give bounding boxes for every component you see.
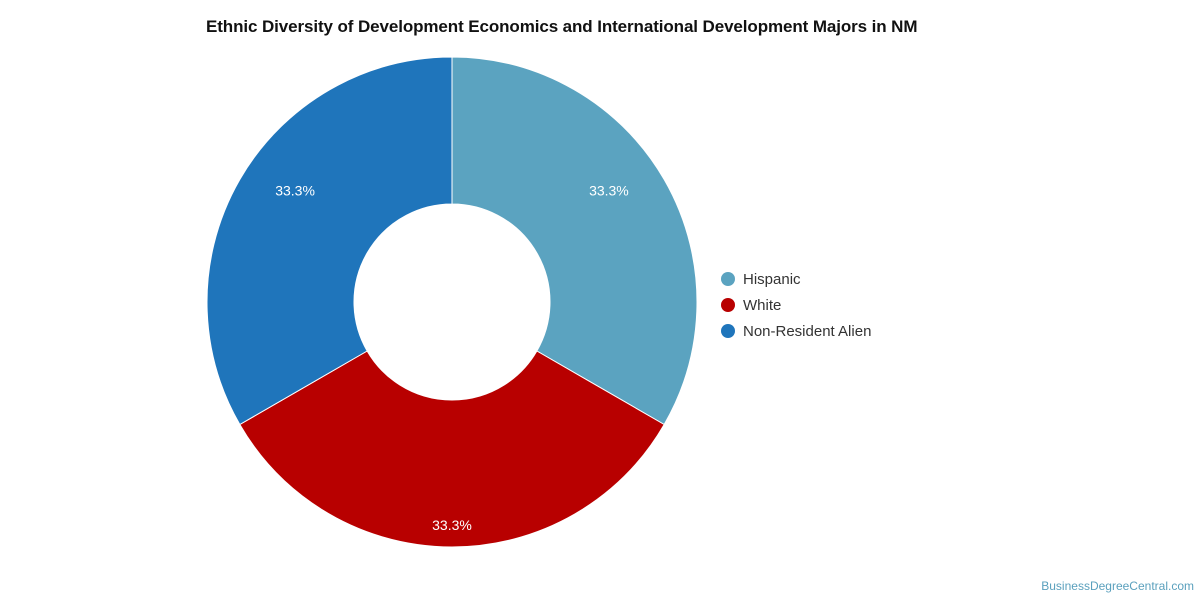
legend-label-non-resident-alien: Non-Resident Alien	[743, 322, 872, 340]
slice-white[interactable]	[239, 350, 665, 548]
legend-swatch-white	[721, 298, 735, 312]
legend-item-hispanic[interactable]: Hispanic	[721, 266, 871, 292]
data-label-white: 33.3%	[432, 517, 472, 533]
legend-item-non-resident-alien[interactable]: Non-Resident Alien	[721, 318, 871, 344]
legend-label-white: White	[743, 296, 782, 314]
source-credit[interactable]: BusinessDegreeCentral.com	[1041, 579, 1194, 593]
legend-swatch-non-resident-alien	[721, 324, 735, 338]
legend-item-white[interactable]: White	[721, 292, 871, 318]
chart-title: Ethnic Diversity of Development Economic…	[206, 17, 918, 36]
slice-non-resident-alien[interactable]	[206, 56, 453, 426]
chart-legend: Hispanic White Non-Resident Alien	[721, 266, 871, 344]
legend-swatch-hispanic	[721, 272, 735, 286]
legend-label-hispanic: Hispanic	[743, 270, 801, 288]
data-label-non-resident-alien: 33.3%	[275, 182, 315, 198]
data-label-hispanic: 33.3%	[589, 182, 629, 198]
slice-hispanic[interactable]	[451, 56, 698, 426]
